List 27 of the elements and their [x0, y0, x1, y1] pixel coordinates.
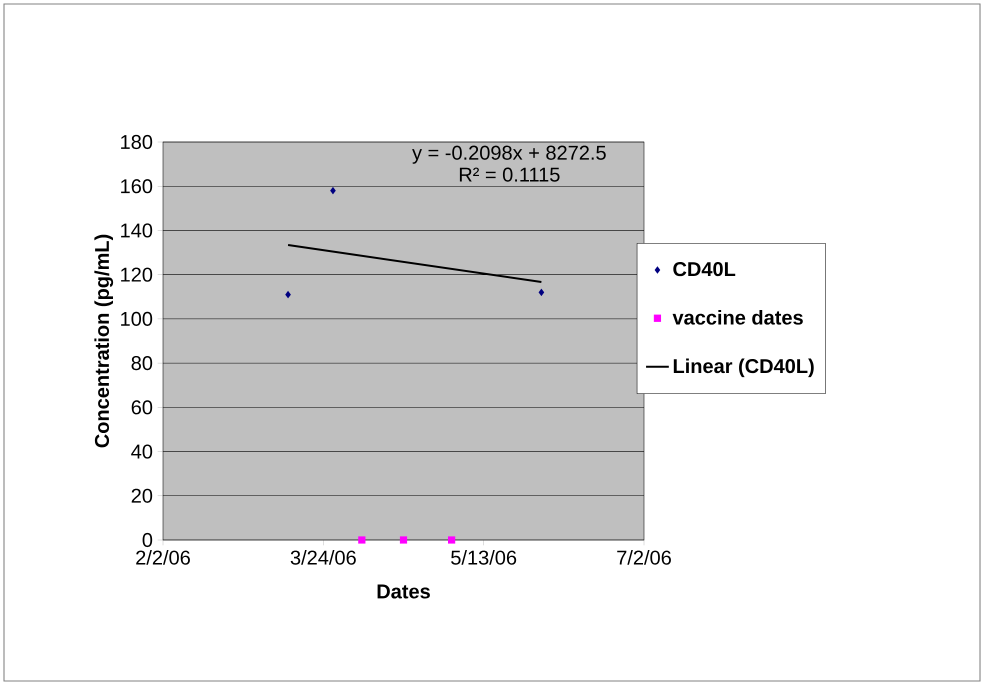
point [330, 187, 336, 194]
legend-label: CD40L [673, 262, 736, 276]
y-tick-label: 100 [121, 312, 152, 326]
legend-label: Linear (CD40L) [674, 358, 814, 378]
y-axis-title: Concentration (pg/mL) [94, 234, 114, 448]
legend-label: vaccine dates [672, 310, 803, 325]
y-tick-label: 140 [121, 223, 152, 238]
x-tick-label: 5/13/06 [451, 550, 516, 565]
x-axis-title: Dates [378, 584, 430, 599]
point [448, 536, 456, 544]
y-tick-label: 60 [132, 400, 152, 414]
x-tick-label: 7/2/06 [617, 550, 671, 565]
y-tick-label: 20 [132, 488, 152, 503]
point [285, 290, 291, 298]
y-tick-label: 160 [121, 179, 152, 194]
x-tick-label: 2/2/06 [136, 550, 190, 565]
y-tick-label: 180 [121, 134, 152, 150]
y-tick-label: 120 [121, 268, 152, 282]
y-tick-label: 0 [142, 532, 152, 548]
point [358, 536, 366, 544]
y-tick-label: 80 [132, 356, 152, 370]
point [400, 536, 408, 544]
y-tick-label: 40 [131, 444, 152, 459]
x-tick-label: 3/24/06 [290, 550, 356, 565]
annotation: R² = 0.1115 [460, 168, 560, 182]
point [538, 288, 544, 296]
annotation: y = -0.2098x + 8272.5 [412, 146, 606, 164]
